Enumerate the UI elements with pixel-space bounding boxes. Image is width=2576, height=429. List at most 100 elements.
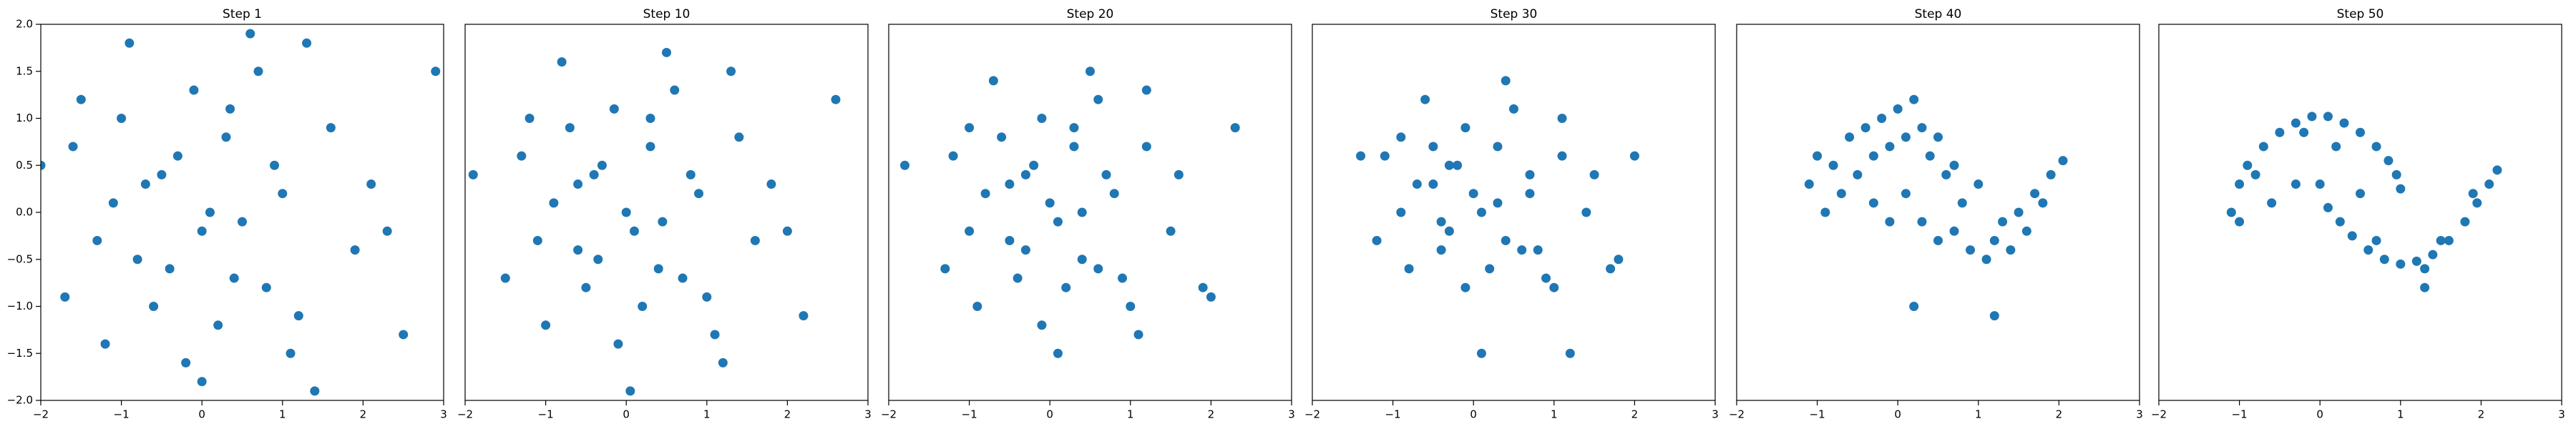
point: [2290, 118, 2301, 128]
x-tick-label: 0: [2316, 408, 2323, 421]
point: [658, 217, 668, 227]
point: [1966, 245, 1976, 255]
point: [60, 292, 70, 302]
point: [1069, 123, 1079, 133]
point: [597, 160, 607, 170]
point: [1476, 348, 1486, 358]
point: [621, 207, 631, 217]
subplot-title: Step 20: [1067, 7, 1114, 21]
point: [900, 160, 910, 170]
point: [1468, 189, 1478, 199]
point: [1428, 179, 1438, 189]
point: [1069, 142, 1079, 152]
x-tick-label: 1: [2397, 408, 2404, 421]
point: [1509, 104, 1518, 114]
x-tick-label: 3: [864, 408, 872, 421]
x-tick-label: 2: [2478, 408, 2485, 421]
point: [678, 273, 688, 283]
point: [76, 94, 86, 104]
point: [2444, 235, 2454, 245]
x-tick-label: 3: [1712, 408, 1719, 421]
point: [2484, 179, 2494, 189]
point: [1141, 85, 1151, 95]
x-tick-label: 1: [1975, 408, 1982, 421]
point: [1230, 123, 1240, 133]
point: [1037, 114, 1047, 123]
point: [1053, 217, 1063, 227]
x-tick-label: 2: [360, 408, 367, 421]
x-tick-label: −1: [1385, 408, 1401, 421]
point: [2235, 217, 2245, 227]
point: [326, 123, 336, 133]
point: [972, 302, 982, 311]
point: [238, 217, 247, 227]
point: [229, 273, 239, 283]
point: [1020, 245, 1030, 255]
x-tick-label: 0: [198, 408, 205, 421]
point: [1893, 104, 1903, 114]
point: [1909, 302, 1919, 311]
point: [2347, 231, 2357, 241]
subplot-title: Step 30: [1491, 7, 1538, 21]
point: [1517, 245, 1527, 255]
point: [2331, 142, 2341, 152]
plot-frame: [888, 24, 1292, 401]
point: [1885, 142, 1895, 152]
x-tick-label: −2: [881, 408, 897, 421]
point: [541, 320, 551, 330]
point: [2006, 245, 2016, 255]
point: [1077, 255, 1087, 265]
x-tick-label: 1: [1127, 408, 1134, 421]
point: [1029, 160, 1039, 170]
point: [125, 38, 135, 48]
point: [1166, 226, 1176, 236]
x-tick-label: −1: [2232, 408, 2248, 421]
point: [92, 235, 102, 245]
point: [557, 57, 567, 67]
point: [1396, 207, 1406, 217]
point: [2396, 184, 2406, 194]
y-tick-label: −1.0: [7, 300, 33, 312]
point: [710, 330, 720, 340]
subplot-title: Step 40: [1915, 7, 1962, 21]
point: [1933, 235, 1943, 245]
point: [1941, 169, 1951, 179]
point: [140, 179, 150, 189]
x-tick-label: 3: [1288, 408, 1295, 421]
point: [431, 66, 441, 77]
point: [2460, 217, 2470, 227]
point: [1877, 114, 1887, 123]
x-tick-label: −1: [114, 408, 130, 421]
point: [286, 348, 296, 358]
point: [1860, 123, 1870, 133]
subplot-title: Step 10: [643, 7, 691, 21]
point: [1845, 132, 1855, 142]
point: [2396, 259, 2406, 269]
point: [350, 245, 360, 255]
point: [1917, 217, 1927, 227]
point: [132, 255, 142, 265]
point: [2384, 156, 2394, 166]
y-tick-label: 1.0: [16, 112, 33, 124]
point: [2379, 255, 2389, 265]
x-tick-label: −2: [1729, 408, 1745, 421]
point: [2226, 207, 2236, 217]
point: [1614, 255, 1624, 265]
point: [1589, 169, 1599, 179]
point: [2371, 235, 2381, 245]
point: [2363, 245, 2373, 255]
point: [2290, 179, 2301, 189]
point: [1428, 142, 1438, 152]
point: [1557, 114, 1567, 123]
x-tick-label: 1: [703, 408, 711, 421]
point: [593, 255, 603, 265]
point: [1901, 189, 1911, 199]
point: [965, 123, 975, 133]
point: [2420, 282, 2430, 292]
point: [1868, 198, 1878, 208]
point: [221, 132, 231, 142]
point: [734, 132, 744, 142]
x-tick-label: 2: [1208, 408, 1215, 421]
point: [1013, 273, 1023, 283]
point: [1981, 255, 1991, 265]
